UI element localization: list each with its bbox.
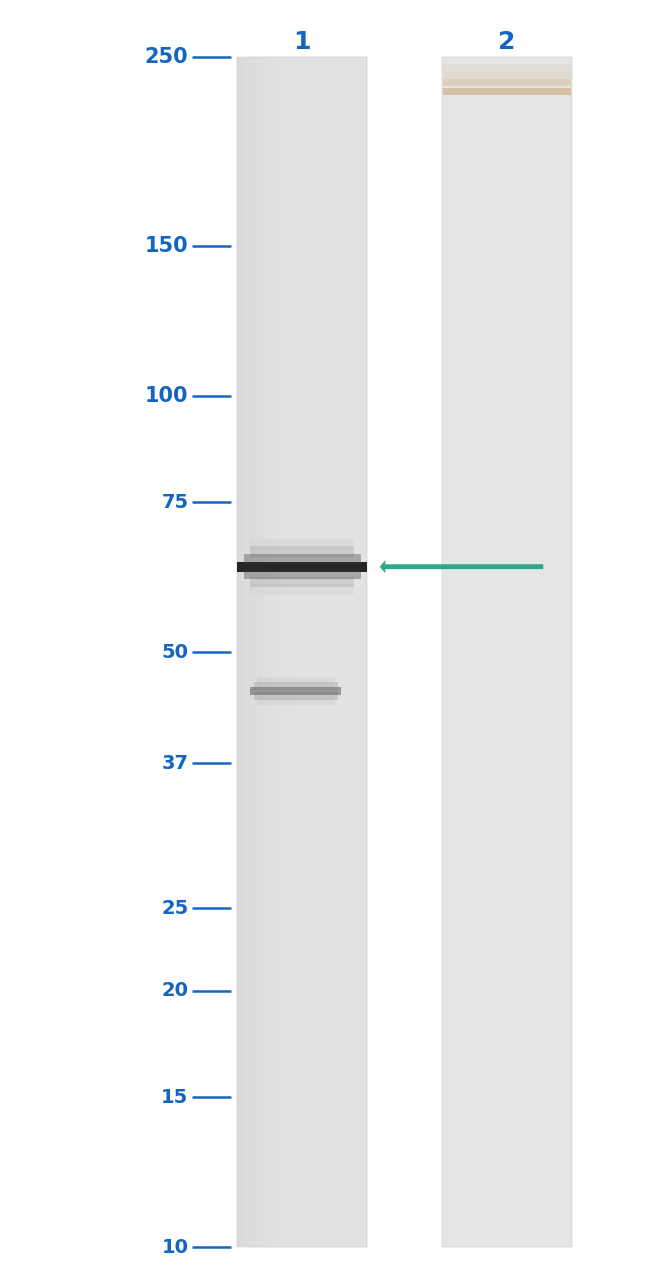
Bar [250,584,354,594]
Bar [254,682,338,690]
Bar [250,577,354,587]
Bar [254,57,261,1247]
Bar [237,561,367,572]
Bar [443,64,571,71]
Text: 37: 37 [161,754,188,773]
Text: 20: 20 [161,982,188,1001]
Bar [443,79,571,86]
Bar [237,561,367,572]
Bar [442,57,572,1247]
Text: 25: 25 [161,899,188,918]
Bar [278,57,286,1247]
Bar [244,569,361,579]
Bar [286,57,294,1247]
Text: 100: 100 [145,386,188,406]
Bar [237,57,367,1247]
Bar [246,57,254,1247]
Bar [261,57,270,1247]
Bar [250,546,354,556]
Text: 15: 15 [161,1087,188,1106]
Bar [257,697,335,705]
Bar [237,57,246,1247]
Bar [443,71,571,79]
Bar [237,57,367,1247]
Bar [294,57,302,1247]
Bar [443,88,571,95]
Bar [250,538,354,549]
Text: 150: 150 [145,236,188,257]
Text: 2: 2 [499,30,515,53]
Bar [442,57,572,1247]
Text: 50: 50 [161,643,188,662]
Bar [250,687,341,695]
Text: 250: 250 [145,47,188,67]
Bar [254,692,338,700]
Text: 1: 1 [294,30,311,53]
Text: 75: 75 [161,493,188,512]
Bar [257,677,335,685]
Bar [270,57,278,1247]
Text: 10: 10 [161,1238,188,1256]
Bar [244,554,361,564]
